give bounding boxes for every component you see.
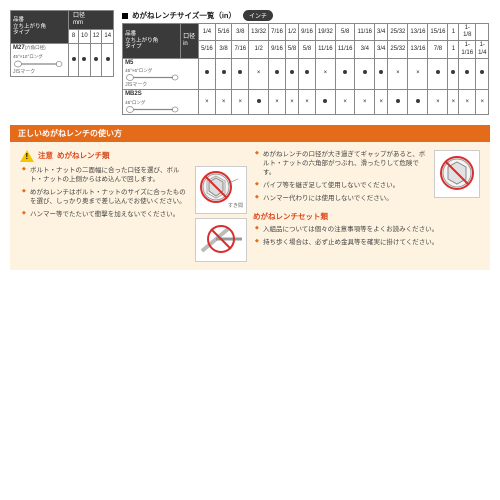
wrench-b-icon	[125, 74, 179, 81]
right-bot-bullet-0: 入組品については個々の注意事項等をよくお読みください。	[255, 225, 480, 234]
table2: 品番立ち上がり角タイプ 口径 in 1/4 5/16 3/8 13/32 7/1…	[122, 23, 489, 115]
table2-wrap: めがねレンチサイズ一覧（in） インチ 品番立ち上がり角タイプ 口径 in 1/…	[122, 10, 490, 115]
left-bullets: ボルト・ナットの二面幅に合った口径を選び、ボルト・ナットの上側からはめ込んで回し…	[22, 166, 191, 262]
t1-size-2: 12	[90, 30, 102, 44]
warn-label: 注意	[38, 150, 53, 161]
t1-hdr-size: 口径 mm	[69, 11, 114, 30]
right-bullets-top: めがねレンチの口径が大き過ぎてギャップがあると、ボルト・ナットの六角部がつぶれ、…	[255, 150, 430, 207]
square-bullet-icon	[122, 13, 128, 19]
table2-title-row: めがねレンチサイズ一覧（in） インチ	[122, 10, 490, 21]
wrench-a-icon	[13, 60, 63, 68]
t1-row0-type: M27(六角口径) 45°×10°ロング JISマーク	[11, 44, 69, 77]
t2-hdr-product: 品番立ち上がり角タイプ	[123, 24, 181, 59]
t1-r0-d2	[90, 44, 102, 77]
fig-pipe-icon	[198, 221, 244, 257]
left-bullet-0: ボルト・ナットの二面幅に合った口径を選び、ボルト・ナットの上側からはめ込んで回し…	[22, 166, 191, 184]
usage-col-left: 注意 めがねレンチ類 ボルト・ナットの二面幅に合った口径を選び、ボルト・ナットの…	[20, 150, 247, 262]
table1-wrap: 品番立ち上がり角タイプ 口径 mm 8 10 12 14 M27(六角口径) 4…	[10, 10, 114, 115]
warning-row: 注意 めがねレンチ類	[20, 150, 247, 162]
right-subtitle: めがねレンチセット類	[253, 211, 480, 222]
fig-gap: すき間	[195, 166, 247, 214]
t1-r0-d1	[79, 44, 91, 77]
t1-size-1: 10	[79, 30, 91, 44]
fig-hex	[434, 150, 480, 198]
top-tables: 品番立ち上がり角タイプ 口径 mm 8 10 12 14 M27(六角口径) 4…	[0, 0, 500, 119]
usage-header: 正しいめがねレンチの使い方	[10, 125, 490, 142]
t2-hdr-size: 口径 in	[181, 24, 199, 59]
right-bullet-2: ハンマー代わりには使用しないでください。	[255, 194, 430, 203]
t1-r0-d0	[69, 44, 79, 77]
fig-gap-icon: すき間	[198, 169, 244, 209]
usage-section: 正しいめがねレンチの使い方 注意 めがねレンチ類 ボルト・ナットの二面幅に合った…	[10, 125, 490, 270]
right-bot-bullet-1: 持ち歩く場合は、必ず止め金具等を確実に掛けてください。	[255, 238, 480, 247]
warning-triangle-icon	[20, 150, 34, 162]
fig-hex-icon	[437, 153, 477, 193]
left-bullet-2: ハンマー等でたたいて衝撃を加えないでください。	[22, 210, 191, 219]
fig-pipe	[195, 218, 247, 262]
wrench-c-icon	[125, 106, 179, 113]
usage-body: 注意 めがねレンチ類 ボルト・ナットの二面幅に合った口径を選び、ボルト・ナットの…	[10, 142, 490, 270]
svg-text:すき間: すき間	[228, 202, 243, 209]
right-bullet-0: めがねレンチの口径が大き過ぎてギャップがあると、ボルト・ナットの六角部がつぶれ、…	[255, 150, 430, 177]
right-bullets-bot: 入組品については個々の注意事項等をよくお読みください。 持ち歩く場合は、必ず止め…	[255, 225, 480, 247]
t1-size-3: 14	[102, 30, 114, 44]
t2-row1: MB2S 45°ロング × × × × × ×	[123, 90, 489, 115]
left-subtitle: めがねレンチ類	[57, 150, 110, 161]
t1-size-0: 8	[69, 30, 79, 44]
t2-row0: M5 45°×6°ロング JISマーク ×	[123, 58, 489, 90]
right-bullet-1: パイプ等を継ぎ足して使用しないでください。	[255, 181, 430, 190]
t1-hdr-product: 品番立ち上がり角タイプ	[11, 11, 69, 44]
inch-badge: インチ	[243, 10, 273, 21]
usage-col-right: めがねレンチの口径が大き過ぎてギャップがあると、ボルト・ナットの六角部がつぶれ、…	[253, 150, 480, 262]
t1-r0-d3	[102, 44, 114, 77]
table1: 品番立ち上がり角タイプ 口径 mm 8 10 12 14 M27(六角口径) 4…	[10, 10, 114, 77]
left-bullet-1: めがねレンチはボルト・ナットのサイズに合ったものを選び、しっかり奥まで差し込んで…	[22, 188, 191, 206]
table2-title: めがねレンチサイズ一覧（in）	[132, 10, 236, 21]
